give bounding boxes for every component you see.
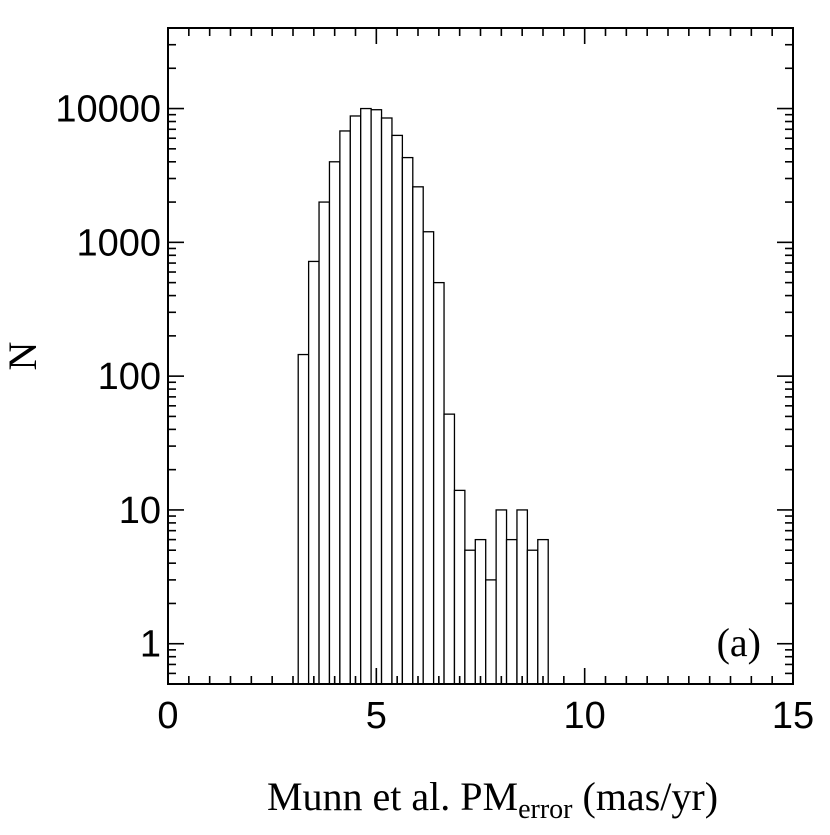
histogram-bar [422, 231, 435, 685]
histogram-bar [485, 579, 497, 685]
histogram-bar [380, 117, 393, 685]
x-tick-label: 10 [564, 695, 606, 737]
x-axis-title-units: (mas/yr) [573, 774, 719, 819]
histogram-bar [453, 489, 466, 685]
histogram-bar [516, 509, 529, 685]
x-tick-label: 0 [157, 695, 178, 737]
histogram-bar [495, 509, 508, 685]
x-tick-labels: 0 5 10 15 [157, 695, 814, 737]
histogram-bar [349, 115, 362, 685]
y-axis-title: N [0, 342, 45, 371]
histogram-bar [537, 538, 549, 685]
histogram-bar [505, 538, 518, 685]
y-tick-label: 1 [140, 624, 161, 666]
histogram-bar [391, 134, 404, 685]
x-tick-label: 5 [366, 695, 387, 737]
histogram-bars [297, 107, 549, 685]
histogram-bar [318, 201, 331, 685]
histogram-bar [307, 260, 320, 685]
histogram-bar [401, 156, 414, 685]
histogram-bar [432, 281, 445, 685]
y-tick-label: 10 [119, 490, 161, 532]
y-tick-label: 1000 [76, 222, 161, 264]
panel-label: (a) [717, 620, 761, 665]
histogram-bar [328, 161, 341, 685]
histogram-bar [464, 549, 476, 685]
histogram-bar [360, 107, 372, 685]
histogram-bar [474, 538, 487, 685]
plot-frame [167, 27, 794, 685]
histogram-bar [526, 549, 539, 685]
x-axis-title-main: Munn et al. PM [267, 774, 518, 819]
x-tick-label: 15 [772, 695, 814, 737]
histogram-bar [412, 186, 424, 685]
histogram-bar [297, 353, 310, 685]
histogram-bar [339, 130, 351, 685]
histogram-bar [443, 413, 456, 685]
histogram-bar [370, 109, 383, 685]
y-tick-label: 100 [98, 356, 161, 398]
y-tick-label: 10000 [55, 89, 161, 131]
x-axis-title-subscript: error [518, 794, 573, 825]
x-axis-title: Munn et al. PMerror (mas/yr) [267, 774, 718, 825]
y-tick-labels: 1 10 100 1000 10000 [55, 89, 161, 666]
